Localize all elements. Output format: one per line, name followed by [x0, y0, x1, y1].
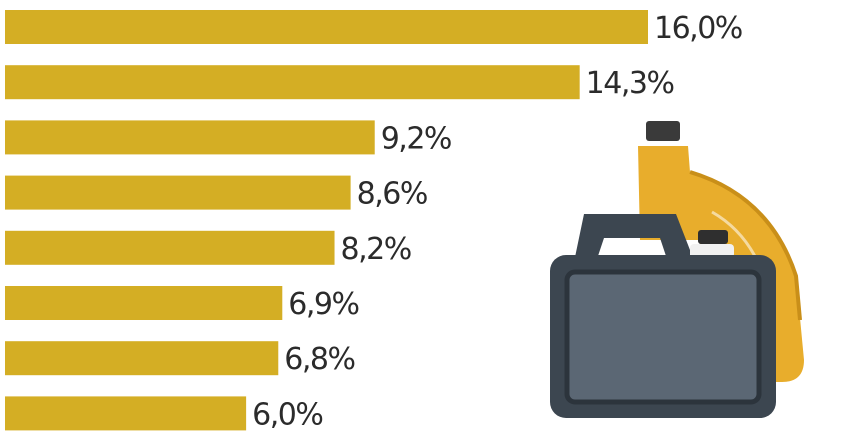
- value-label-1: 14,3%: [586, 66, 674, 101]
- oil-canister-icon: [550, 214, 776, 418]
- value-label-6: 6,8%: [284, 342, 354, 377]
- bar-2: [5, 120, 375, 155]
- bar-4: [5, 230, 335, 265]
- bar-1: [5, 65, 580, 100]
- value-label-4: 8,2%: [341, 232, 411, 267]
- value-label-2: 9,2%: [381, 121, 451, 156]
- value-label-0: 16,0%: [654, 11, 742, 46]
- bars-group: [5, 10, 648, 431]
- bar-5: [5, 286, 283, 320]
- value-label-5: 6,9%: [288, 287, 358, 322]
- bar-6: [5, 341, 279, 376]
- value-labels-group: 16,0% 14,3% 9,2% 8,6% 8,2% 6,9% 6,8% 6,0%: [252, 11, 743, 432]
- bar-3: [5, 175, 351, 210]
- bar-0: [5, 10, 648, 44]
- bar-7: [5, 396, 247, 431]
- value-label-7: 6,0%: [252, 397, 322, 432]
- value-label-3: 8,6%: [357, 177, 427, 212]
